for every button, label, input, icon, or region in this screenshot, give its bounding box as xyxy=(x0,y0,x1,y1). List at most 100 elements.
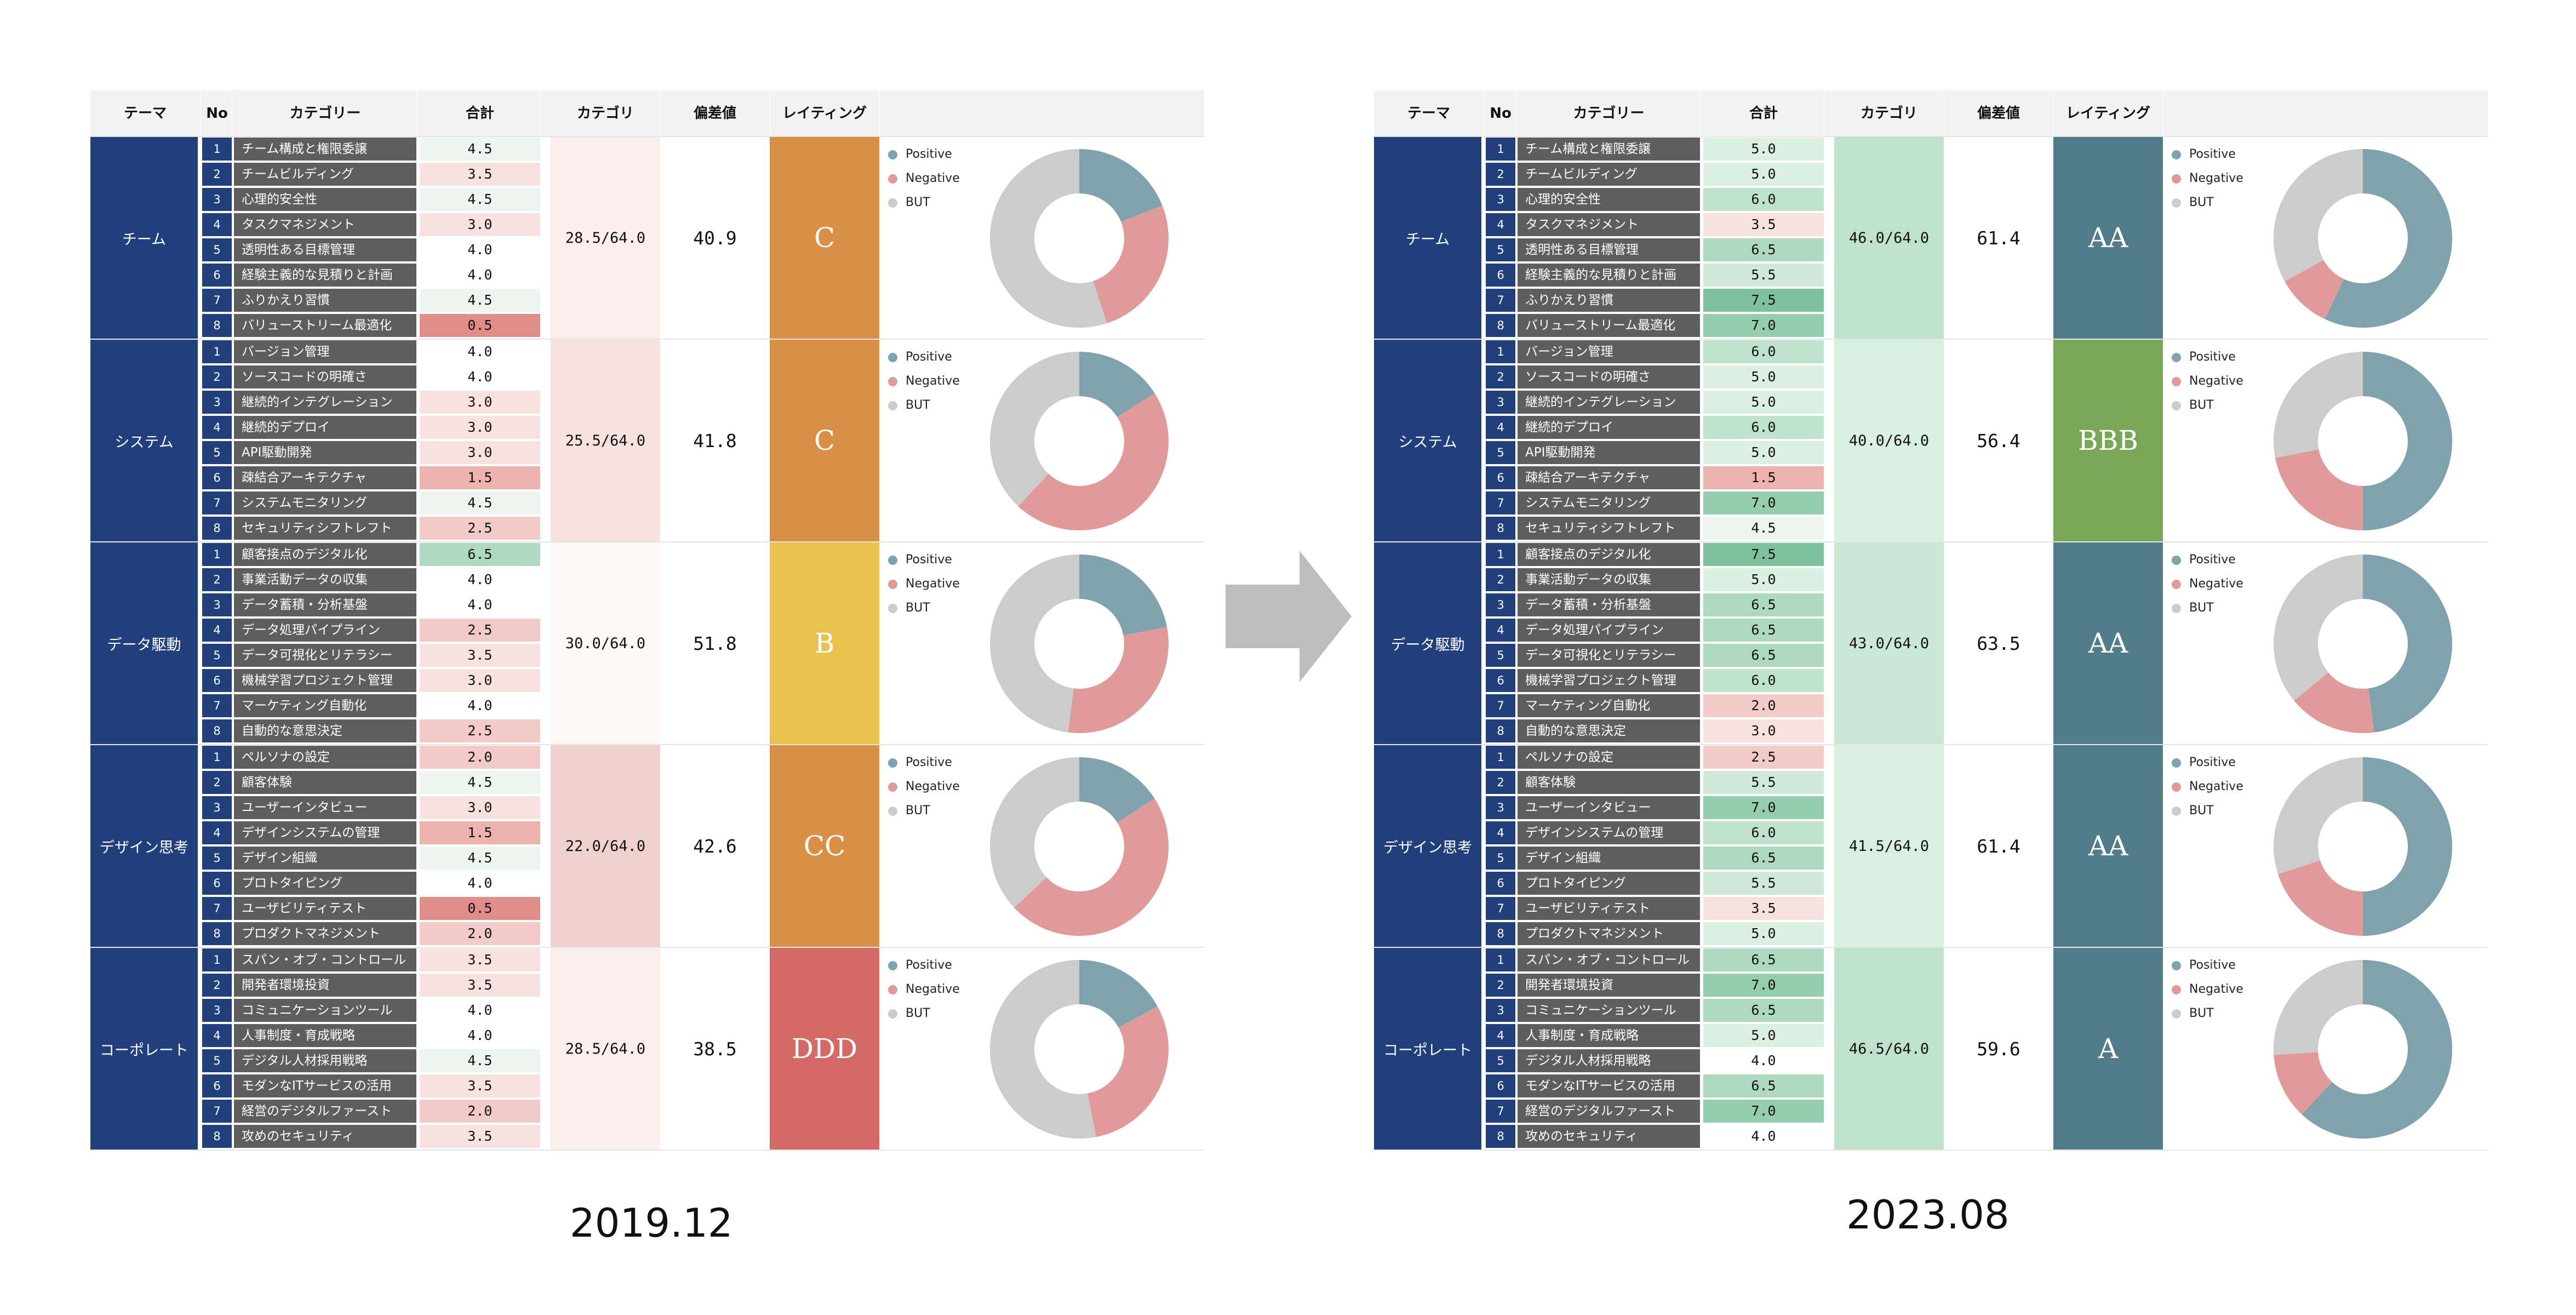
item-name: 顧客体験 xyxy=(1518,771,1700,794)
item-no: 1 xyxy=(202,948,232,971)
legend-label: Negative xyxy=(2189,982,2243,996)
item-score: 5.0 xyxy=(1703,163,1824,186)
arrow-right-icon xyxy=(1226,551,1352,682)
item-name: 心理的安全性 xyxy=(234,188,416,211)
item-no: 7 xyxy=(1486,491,1515,514)
donut-chart xyxy=(2274,352,2452,530)
donut-chart xyxy=(990,352,1169,531)
item-no: 3 xyxy=(1486,796,1515,819)
item-no: 5 xyxy=(1486,1049,1515,1072)
donut-chart xyxy=(2274,149,2452,328)
donut-chart xyxy=(990,554,1169,733)
item-name: 疎結合アーキテクチャ xyxy=(1518,466,1700,489)
legend-label: Positive xyxy=(2189,958,2236,972)
item-no: 7 xyxy=(1486,694,1515,717)
item-no: 8 xyxy=(1486,719,1515,742)
item-name: タスクマネジメント xyxy=(234,213,416,236)
item-score: 4.5 xyxy=(420,289,540,312)
legend-label: Negative xyxy=(906,374,960,388)
item-name: 経験主義的な見積りと計画 xyxy=(1518,264,1700,287)
legend-label: BUT xyxy=(2189,196,2214,209)
item-name: チーム構成と権限委譲 xyxy=(1518,138,1700,161)
item-name: デジタル人材採用戦略 xyxy=(234,1049,416,1072)
item-no: 2 xyxy=(1486,974,1515,997)
donut-hole xyxy=(2318,193,2408,283)
donut-chart xyxy=(2274,554,2452,733)
item-score: 3.5 xyxy=(420,1125,540,1148)
item-score: 5.0 xyxy=(1703,138,1824,161)
item-score: 6.5 xyxy=(1703,593,1824,616)
legend-label: Positive xyxy=(906,958,952,972)
category-total: 28.5/64.0 xyxy=(551,948,660,1150)
item-no: 6 xyxy=(202,264,232,287)
legend-dot xyxy=(2172,604,2181,613)
item-name: スパン・オブ・コントロール xyxy=(1518,948,1700,971)
item-name: デジタル人材採用戦略 xyxy=(1518,1049,1700,1072)
item-score: 3.0 xyxy=(420,391,540,414)
item-no: 3 xyxy=(1486,999,1515,1022)
category-total: 41.5/64.0 xyxy=(1834,745,1944,947)
donut-hole xyxy=(2318,396,2408,486)
item-name: データ蓄積・分析基盤 xyxy=(1518,593,1700,616)
legend-dot xyxy=(888,353,897,362)
item-score: 6.5 xyxy=(1703,999,1824,1022)
item-score: 5.5 xyxy=(1703,264,1824,287)
legend-dot xyxy=(2172,353,2181,362)
legend-item: Positive xyxy=(2172,551,2243,575)
item-name: ユーザーインタビュー xyxy=(1518,796,1700,819)
rating-badge: AA xyxy=(2053,745,2163,947)
item-no: 7 xyxy=(202,289,232,312)
deviation-value: 61.4 xyxy=(1977,835,2020,857)
deviation-value: 42.6 xyxy=(693,835,737,857)
theme-cell: コーポレート xyxy=(1374,948,1484,1150)
item-score: 2.0 xyxy=(420,922,540,945)
item-score: 4.0 xyxy=(420,1024,540,1047)
item-score: 0.5 xyxy=(420,314,540,337)
legend-dot xyxy=(2172,758,2181,768)
header-cell: 合計 xyxy=(420,90,541,136)
item-no: 8 xyxy=(1486,1125,1515,1148)
item-score: 3.0 xyxy=(420,441,540,464)
item-score: 3.5 xyxy=(420,1074,540,1097)
legend-label: Positive xyxy=(906,147,952,161)
item-no: 3 xyxy=(202,796,232,819)
legend-label: Negative xyxy=(2189,374,2243,388)
item-name: ユーザビリティテスト xyxy=(234,897,416,920)
item-name: ペルソナの設定 xyxy=(234,746,416,769)
item-name: コミュニケーションツール xyxy=(1518,999,1700,1022)
legend-label: Positive xyxy=(2189,350,2236,364)
header-cell: カテゴリー xyxy=(234,90,417,136)
item-score: 4.5 xyxy=(420,138,540,161)
year-label-2019: 2019.12 xyxy=(570,1200,733,1246)
theme-group: コーポレート 28.5/64.0 38.5 DDD 1 スパン・オブ・コントロール 3.5 2… xyxy=(90,948,1204,1151)
item-no: 5 xyxy=(1486,644,1515,667)
legend-item: BUT xyxy=(2172,599,2243,624)
item-score: 4.5 xyxy=(420,771,540,794)
rating-badge: C xyxy=(770,340,879,541)
deviation-value: 51.8 xyxy=(693,632,737,654)
item-no: 8 xyxy=(1486,314,1515,337)
item-no: 6 xyxy=(1486,872,1515,895)
item-name: 人事制度・育成戦略 xyxy=(234,1024,416,1047)
item-score: 3.0 xyxy=(1703,719,1824,742)
theme-group: データ駆動 30.0/64.0 51.8 B 1 顧客接点のデジタル化 6.5 2 事業活動デー… xyxy=(90,542,1204,745)
item-name: モダンなITサービスの活用 xyxy=(234,1074,416,1097)
chart-legend: Positive Negative BUT xyxy=(2172,146,2243,218)
item-no: 2 xyxy=(202,365,232,388)
deviation-value: 38.5 xyxy=(693,1038,737,1060)
legend-dot xyxy=(888,961,897,970)
legend-dot xyxy=(2172,1009,2181,1019)
theme-group: デザイン思考 22.0/64.0 42.6 CC 1 ペルソナの設定 2.0 2 顧客体験 4.5… xyxy=(90,745,1204,948)
item-no: 5 xyxy=(202,644,232,667)
legend-dot xyxy=(2172,807,2181,816)
item-name: API駆動開発 xyxy=(1518,441,1700,464)
item-name: モダンなITサービスの活用 xyxy=(1518,1074,1700,1097)
legend-label: BUT xyxy=(906,196,930,209)
item-no: 4 xyxy=(1486,213,1515,236)
legend-dot xyxy=(888,580,897,589)
item-score: 1.5 xyxy=(1703,466,1824,489)
category-total: 30.0/64.0 xyxy=(551,542,660,744)
item-no: 8 xyxy=(1486,922,1515,945)
item-no: 6 xyxy=(1486,669,1515,692)
legend-dot xyxy=(888,401,897,410)
